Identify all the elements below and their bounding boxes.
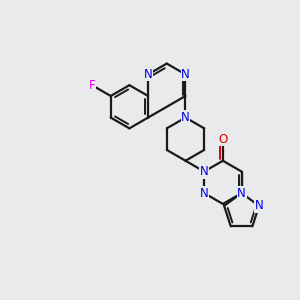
Text: N: N [144, 68, 152, 81]
Text: N: N [255, 199, 263, 212]
Text: N: N [200, 187, 208, 200]
Text: N: N [237, 187, 246, 200]
Text: N: N [181, 111, 190, 124]
Text: N: N [181, 68, 190, 81]
Text: N: N [200, 165, 208, 178]
Text: F: F [89, 79, 95, 92]
Text: O: O [218, 133, 227, 146]
